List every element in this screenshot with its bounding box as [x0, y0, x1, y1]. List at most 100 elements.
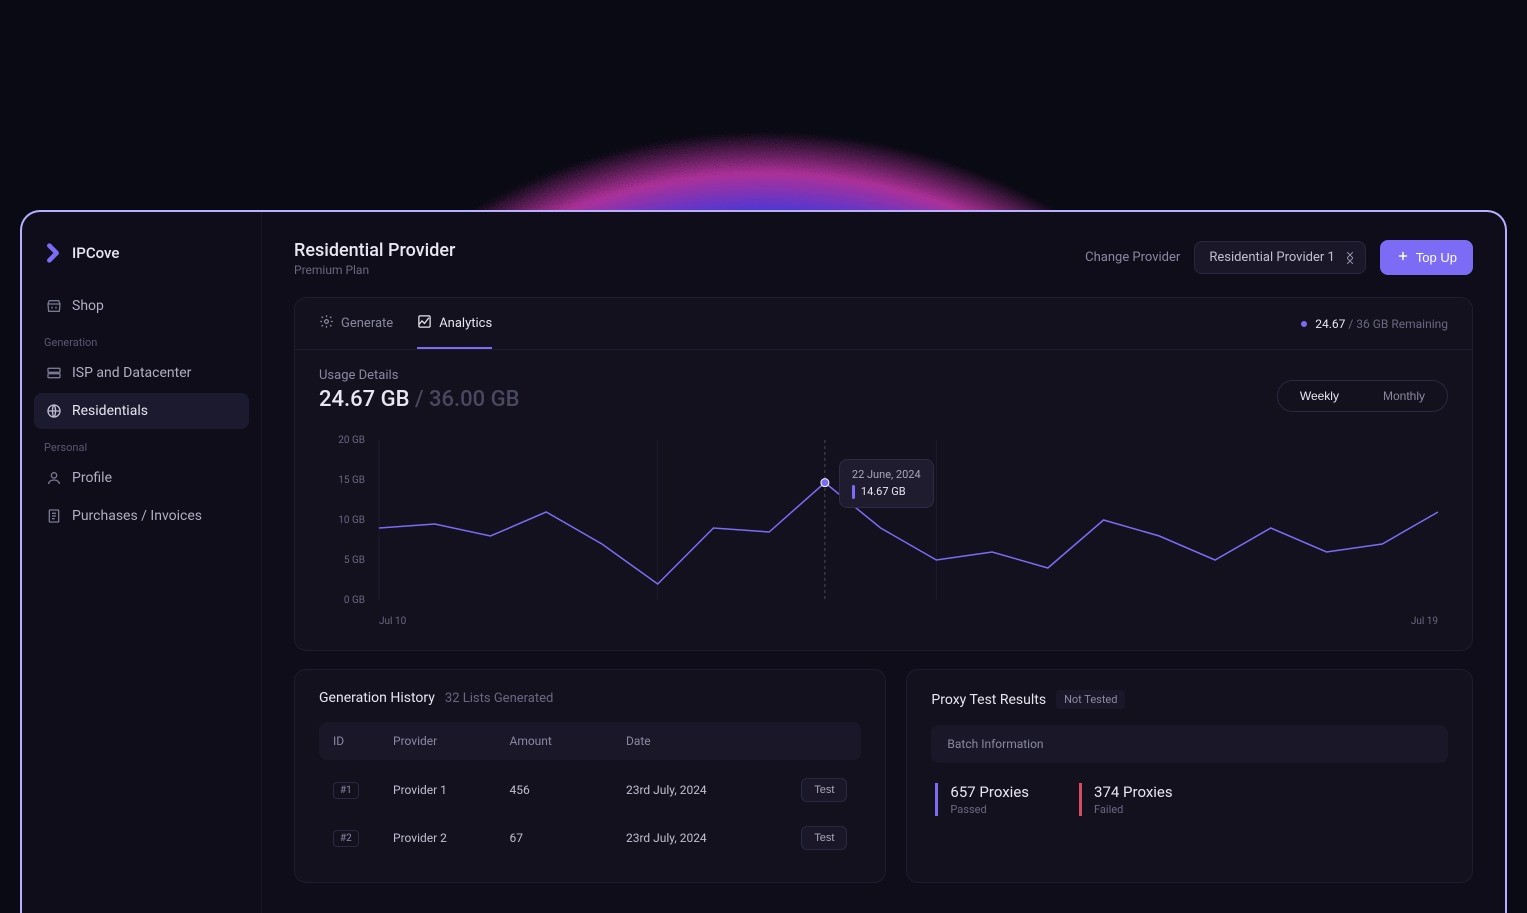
remaining-indicator: 24.67 / 36 GB Remaining	[1301, 317, 1448, 331]
toggle-monthly[interactable]: Monthly	[1361, 381, 1447, 411]
globe-icon	[46, 403, 62, 419]
svg-text:Jul 10: Jul 10	[379, 616, 407, 627]
proxy-passed-label: Passed	[950, 803, 1029, 816]
generation-history-card: Generation History 32 Lists Generated ID…	[294, 669, 886, 883]
proxy-passed-value: 657 Proxies	[950, 783, 1029, 801]
sidebar-item-label: Profile	[72, 470, 112, 486]
page-header: Residential Provider Premium Plan Change…	[294, 240, 1473, 277]
row-provider: Provider 2	[393, 831, 509, 845]
row-provider: Provider 1	[393, 783, 509, 797]
svg-text:15 GB: 15 GB	[338, 475, 365, 486]
usage-row: Usage Details 24.67 GB / 36.00 GB Weekly…	[319, 368, 1448, 412]
proxy-failed-label: Failed	[1094, 803, 1173, 816]
proxy-stats: 657 Proxies Passed 374 Proxies Failed	[931, 783, 1448, 816]
tabs: Generate Analytics	[319, 298, 492, 349]
usage-sep: /	[415, 387, 424, 412]
usage-used: 24.67 GB	[319, 387, 409, 412]
nav-section-generation: Generation	[34, 326, 249, 355]
tooltip-accent-bar	[852, 485, 855, 499]
remaining-used: 24.67	[1315, 317, 1345, 331]
col-provider: Provider	[393, 734, 509, 748]
gear-icon	[319, 314, 334, 333]
row-id: #1	[333, 782, 359, 799]
remaining-total: / 36 GB Remaining	[1348, 317, 1448, 331]
nav-section-personal: Personal	[34, 431, 249, 460]
row-id: #2	[333, 830, 359, 847]
chart-tooltip: 22 June, 2024 14.67 GB	[839, 459, 934, 508]
user-icon	[46, 470, 62, 486]
header-actions: Change Provider Residential Provider 1 T…	[1085, 240, 1473, 275]
page-subtitle: Premium Plan	[294, 263, 455, 277]
card-header: Proxy Test Results Not Tested	[931, 690, 1448, 709]
sidebar: IPCove Shop Generation ISP and Datacente…	[22, 212, 262, 913]
tab-generate[interactable]: Generate	[319, 298, 393, 349]
usage-card: Generate Analytics 24.67 / 36 GB Remaini…	[294, 297, 1473, 651]
toggle-weekly[interactable]: Weekly	[1278, 381, 1361, 411]
col-date: Date	[626, 734, 777, 748]
card-title: Generation History	[319, 690, 435, 706]
main: Residential Provider Premium Plan Change…	[262, 212, 1505, 913]
proxy-failed: 374 Proxies Failed	[1079, 783, 1173, 816]
status-badge: Not Tested	[1056, 690, 1125, 709]
sidebar-item-shop[interactable]: Shop	[34, 288, 249, 324]
col-id: ID	[333, 734, 393, 748]
svg-text:Jul 19: Jul 19	[1411, 616, 1438, 627]
table-row: #2 Provider 26723rd July, 2024 Test	[319, 814, 861, 862]
shop-icon	[46, 298, 62, 314]
col-amount: Amount	[509, 734, 625, 748]
table-row: #1 Provider 145623rd July, 2024 Test	[319, 766, 861, 814]
card-subtitle: 32 Lists Generated	[445, 691, 553, 706]
sidebar-item-label: ISP and Datacenter	[72, 365, 191, 381]
tab-analytics[interactable]: Analytics	[417, 298, 492, 349]
logo: IPCove	[34, 232, 249, 288]
usage-values: 24.67 GB / 36.00 GB	[319, 387, 520, 412]
page-title: Residential Provider	[294, 240, 455, 261]
sidebar-item-purchases[interactable]: Purchases / Invoices	[34, 498, 249, 534]
chart-icon	[417, 314, 432, 333]
change-provider-label: Change Provider	[1085, 250, 1180, 265]
usage-chart: 20 GB15 GB10 GB5 GB0 GBJul 10Jul 19 22 J…	[319, 430, 1448, 630]
row-amount: 456	[509, 783, 625, 797]
sidebar-item-isp[interactable]: ISP and Datacenter	[34, 355, 249, 391]
provider-selected-label: Residential Provider 1	[1209, 250, 1334, 265]
sidebar-item-residentials[interactable]: Residentials	[34, 393, 249, 429]
tabs-row: Generate Analytics 24.67 / 36 GB Remaini…	[295, 298, 1472, 350]
history-table: ID Provider Amount Date #1Provider 14562…	[319, 722, 861, 862]
sidebar-item-label: Shop	[72, 298, 104, 314]
sidebar-item-profile[interactable]: Profile	[34, 460, 249, 496]
tab-label: Generate	[341, 316, 393, 331]
table-header-row: ID Provider Amount Date	[319, 722, 861, 760]
plus-icon	[1396, 249, 1410, 266]
svg-text:20 GB: 20 GB	[338, 435, 365, 446]
dot-icon	[1301, 321, 1307, 327]
period-toggle: Weekly Monthly	[1277, 380, 1448, 412]
logo-icon	[42, 242, 64, 264]
tab-label: Analytics	[439, 316, 492, 331]
bottom-grid: Generation History 32 Lists Generated ID…	[294, 669, 1473, 883]
usage-title: Usage Details	[319, 368, 520, 383]
tooltip-date: 22 June, 2024	[852, 468, 921, 481]
server-icon	[46, 365, 62, 381]
topup-button[interactable]: Top Up	[1380, 240, 1473, 275]
row-date: 23rd July, 2024	[626, 831, 777, 845]
card-header: Generation History 32 Lists Generated	[319, 690, 861, 706]
svg-text:0 GB: 0 GB	[344, 595, 365, 606]
svg-text:5 GB: 5 GB	[344, 555, 365, 566]
proxy-results-card: Proxy Test Results Not Tested Batch Info…	[906, 669, 1473, 883]
proxy-failed-value: 374 Proxies	[1094, 783, 1173, 801]
row-date: 23rd July, 2024	[626, 783, 777, 797]
sidebar-item-label: Purchases / Invoices	[72, 508, 202, 524]
test-button[interactable]: Test	[801, 826, 847, 850]
provider-select[interactable]: Residential Provider 1	[1194, 241, 1365, 274]
batch-info: Batch Information	[931, 725, 1448, 763]
usage-total: 36.00 GB	[429, 387, 519, 412]
proxy-passed: 657 Proxies Passed	[935, 783, 1029, 816]
receipt-icon	[46, 508, 62, 524]
sidebar-item-label: Residentials	[72, 403, 148, 419]
test-button[interactable]: Test	[801, 778, 847, 802]
logo-text: IPCove	[72, 244, 119, 262]
topup-label: Top Up	[1416, 250, 1457, 265]
app-frame: IPCove Shop Generation ISP and Datacente…	[20, 210, 1507, 913]
row-amount: 67	[509, 831, 625, 845]
tooltip-value: 14.67 GB	[861, 485, 906, 498]
